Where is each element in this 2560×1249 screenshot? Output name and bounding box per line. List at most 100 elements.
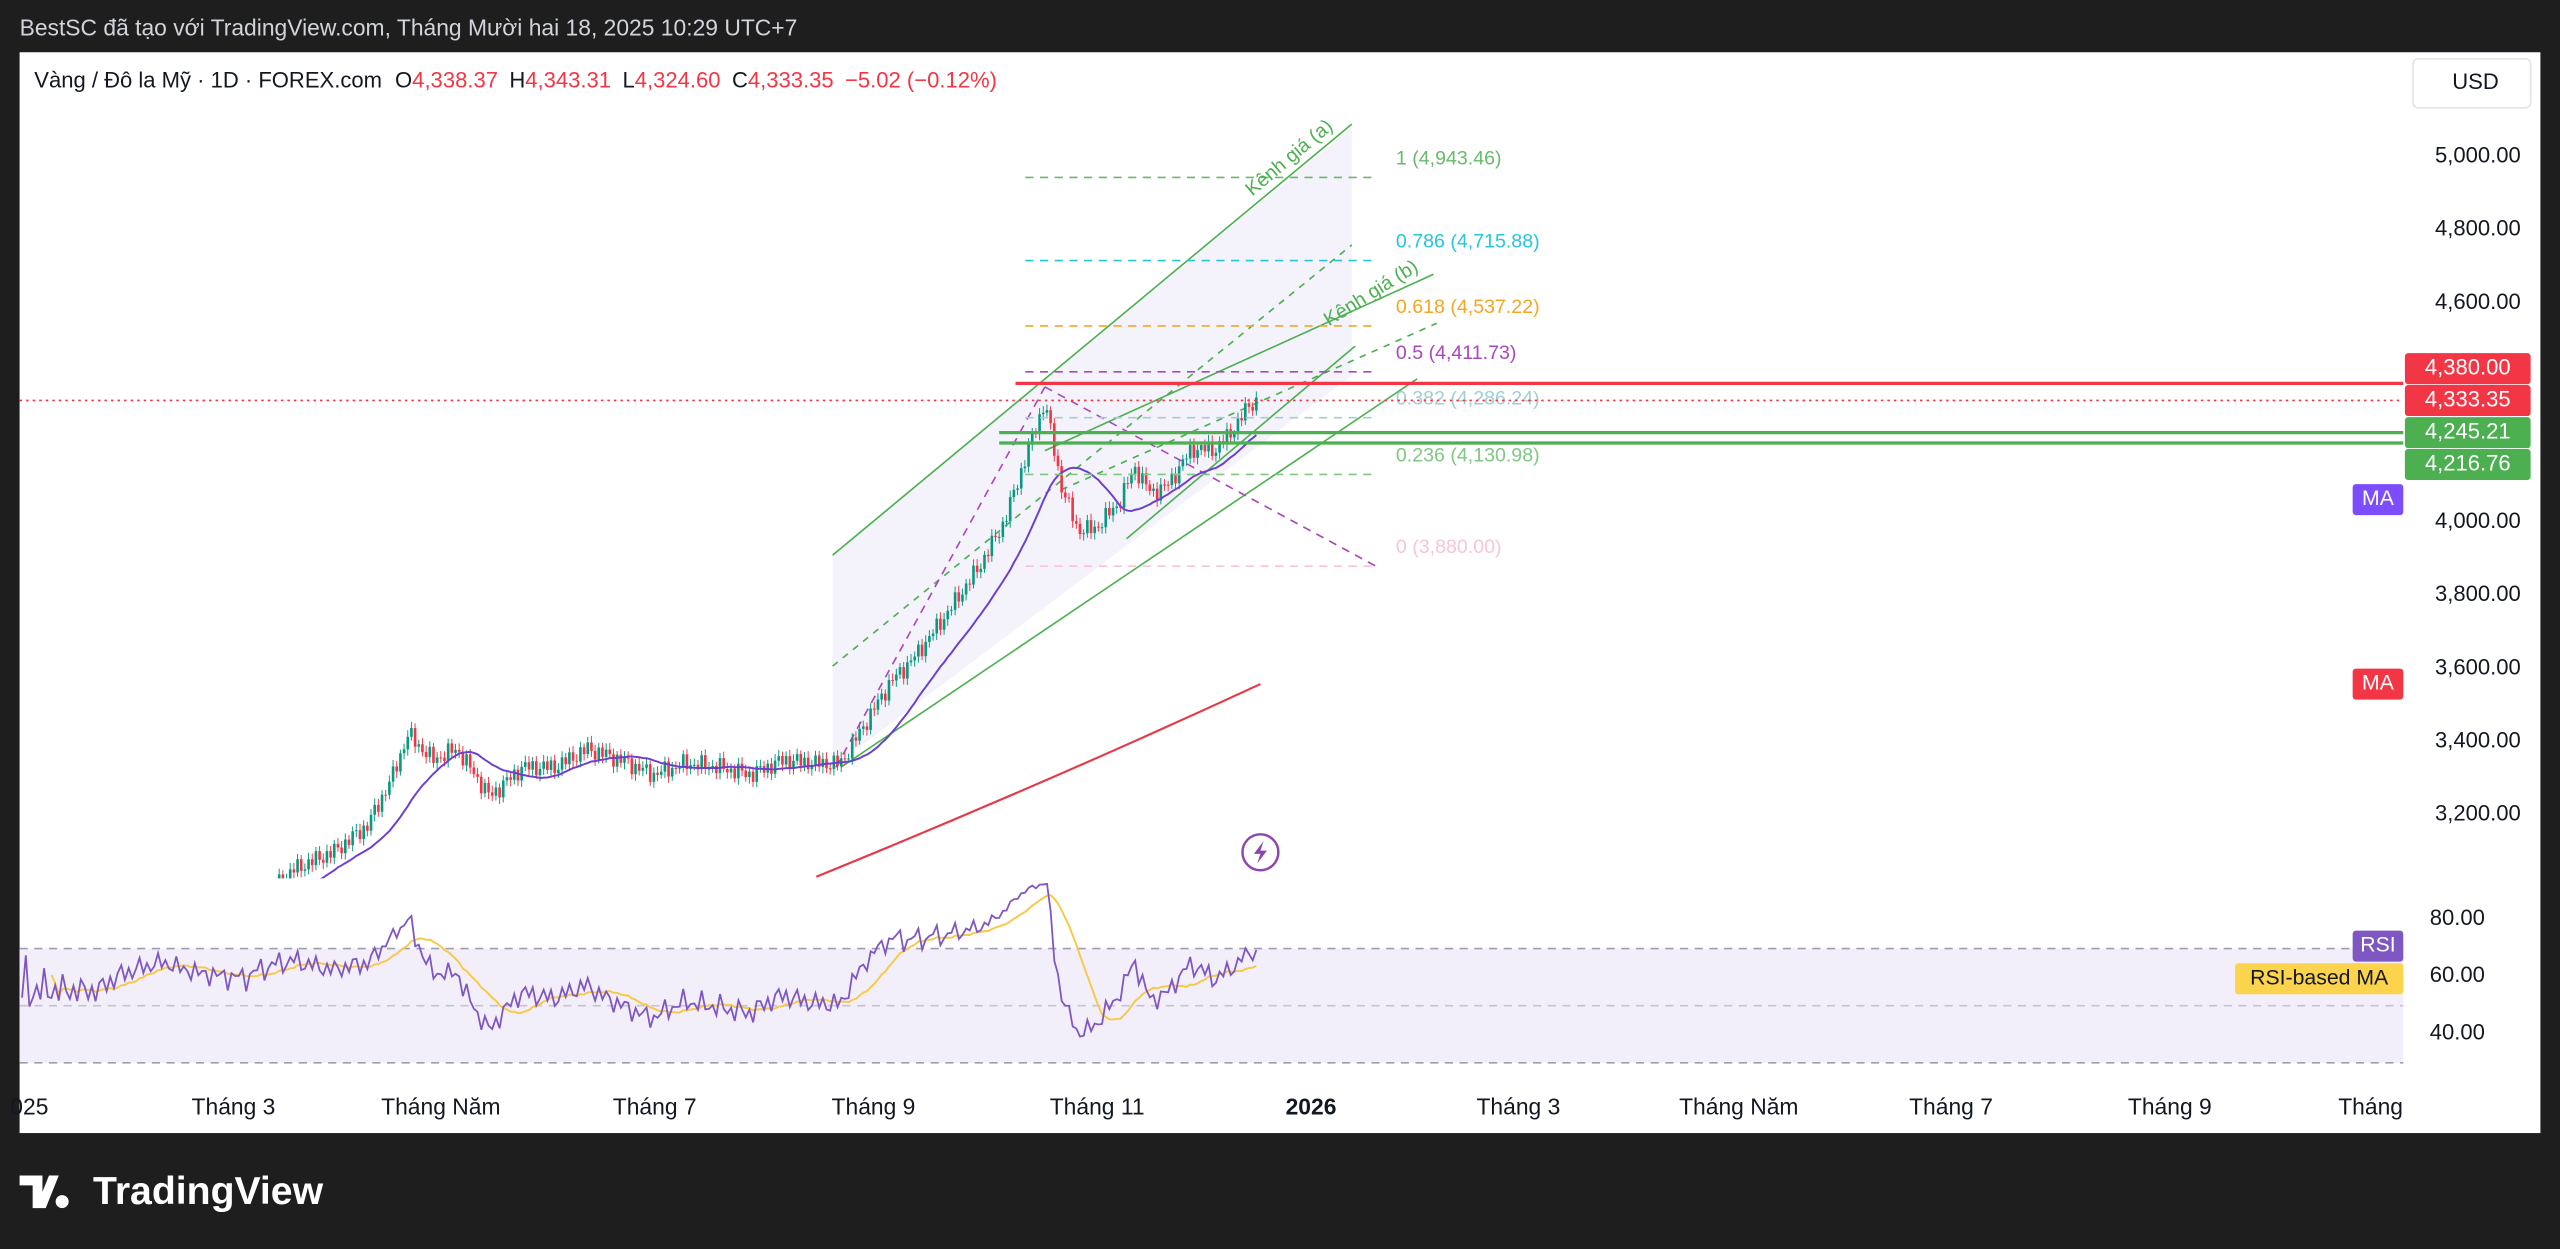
candle-body [1174,473,1177,484]
candle-body [931,633,935,637]
candle-body [1012,489,1016,498]
candle-body [1089,520,1093,534]
candle-body [1137,466,1141,484]
candle-body [670,767,674,777]
candle-body [366,825,369,831]
candle-body [314,851,318,866]
candle-body [997,536,1001,538]
candle-body [626,757,630,759]
candle-body [590,742,593,751]
candle-body [692,764,696,766]
brand-logo [19,1175,69,1209]
candle-body [1104,508,1108,528]
candle-body [369,814,373,831]
candle-body [645,764,648,768]
candle-body [920,644,924,657]
candle-body [942,619,946,630]
candle-body [424,752,428,758]
rsi-badge [2352,930,2404,962]
candle-body [884,693,887,701]
fib-label: 0.236 (4,130.98) [1396,445,1540,467]
candle-body [1019,468,1023,489]
legend-value: 4,343.31 [525,67,611,92]
candle-body [817,755,821,767]
candle-body [579,747,582,762]
candle-body [715,765,718,774]
candle-body [733,768,736,779]
candle-body [990,535,994,557]
candle-body [1225,429,1229,445]
candle-body [377,804,380,812]
header-title: BestSC đã tạo với TradingView.com, Tháng… [20,14,798,40]
rsi-line [21,882,1258,1038]
time-tick-label: Tháng 9 [2128,1094,2212,1120]
price-badge-label: 4,245.21 [2425,418,2511,443]
candle-body [299,859,303,871]
candle-body [781,756,784,765]
price-tick-label: 4,800.00 [2435,216,2521,241]
candle-body [1130,473,1133,484]
candle-body [979,568,983,573]
candle-body [1244,403,1247,421]
candle-body [806,757,810,770]
candle-body [659,771,663,775]
candle-body [1144,473,1148,485]
candle-body [1210,441,1214,456]
ma-badge-label: MA [2362,487,2395,510]
candle-body [568,752,571,765]
candle-body [953,592,957,610]
price-tick-label: 3,200.00 [2435,801,2521,826]
price-badge [2404,353,2531,385]
candle-body [850,737,854,759]
candle-body [358,830,362,840]
channel-b-upper [1044,273,1434,452]
candle-body [586,742,590,755]
candle-body [601,747,604,757]
candle-body [1049,410,1052,424]
candle-body [674,767,678,769]
candle-body [538,768,542,776]
time-tick-label: Tháng 3 [192,1094,276,1120]
candle-body [505,777,509,781]
candle-body [1141,473,1144,484]
candle-body [549,760,553,770]
candle-body [432,746,435,763]
candle-body [380,794,384,812]
candle-body [406,736,410,750]
candle-body [479,776,483,794]
candle-body [1064,492,1067,498]
candle-body [307,859,310,870]
candle-body [1086,520,1089,534]
candles [277,391,1258,879]
candle-body [773,760,777,774]
candle-body [1030,432,1034,445]
candle-body [810,765,814,770]
candle-body [355,830,358,832]
candle-body [1071,497,1074,522]
candle-body [516,769,520,781]
price-badge [2404,385,2531,417]
candle-body [1155,488,1159,501]
currency-box[interactable] [2412,57,2532,109]
candle-body [384,794,388,796]
fib-level: 0.236 [1396,445,1445,467]
candle-body [751,771,755,782]
candle-body [678,767,681,769]
candle-body [836,755,839,767]
candle-body [303,869,307,871]
fib-level: 1 [1396,148,1407,170]
brand: TradingView [93,1170,324,1213]
candle-body [1133,466,1137,474]
price-tick-label: 3,400.00 [2435,727,2521,752]
legend-key: C [732,67,748,92]
candle-body [755,766,759,782]
candle-body [1240,418,1243,421]
candle-body [1100,527,1104,529]
candle-body [895,674,898,681]
candle-body [1196,450,1199,458]
candle-body [968,583,972,585]
candle-body [325,851,329,863]
candle-body [704,755,707,769]
legend-key: O [395,67,412,92]
candle-body [1078,523,1082,534]
